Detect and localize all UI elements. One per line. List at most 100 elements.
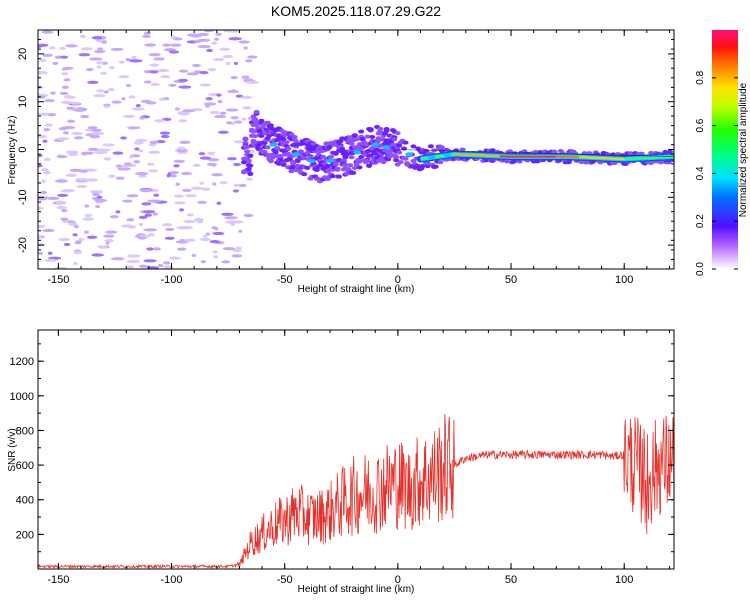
ridge-spread [324, 164, 331, 169]
x-tick-label: -100 [161, 274, 183, 286]
ridge-blob [292, 152, 301, 157]
noise-blob [97, 47, 104, 51]
noise-blob [146, 247, 154, 251]
ridge-spread [393, 154, 400, 159]
noise-blob [115, 164, 122, 168]
ridge-spread [351, 133, 358, 138]
noise-blob [177, 247, 187, 251]
noise-blob [143, 259, 157, 263]
noise-blob [224, 216, 238, 220]
noise-blob [118, 75, 130, 79]
noise-blob [65, 44, 78, 48]
noise-blob [96, 65, 102, 69]
noise-blob [222, 247, 236, 251]
noise-blob [104, 239, 114, 243]
noise-blob [82, 217, 95, 221]
noise-blob [84, 230, 89, 234]
noise-blob [73, 136, 84, 140]
noise-blob [63, 242, 71, 247]
ridge-spread [277, 154, 284, 159]
ridge-spread [259, 125, 266, 130]
ridge-spread [396, 143, 403, 148]
ridge-spread [424, 164, 431, 169]
ridge-core-segment [578, 156, 625, 161]
y-tick-label: 800 [16, 425, 34, 437]
ridge-spread [285, 146, 292, 151]
noise-blob [217, 130, 229, 134]
x-tick-label: 50 [505, 274, 517, 286]
noise-blob [97, 245, 108, 249]
noise-blob [148, 150, 161, 154]
ridge-spread [366, 163, 373, 168]
noise-blob [126, 254, 141, 258]
ridge-spread [293, 142, 300, 147]
noise-blob [216, 201, 222, 205]
noise-blob [179, 208, 185, 212]
ridge-spread [393, 158, 400, 163]
noise-blob [209, 110, 220, 115]
ridge-spread [329, 174, 336, 179]
noise-blob [90, 131, 105, 136]
noise-blob [61, 208, 68, 213]
noise-blob [232, 189, 239, 193]
noise-blob [138, 264, 149, 268]
noise-blob [44, 123, 54, 127]
noise-blob [174, 107, 181, 111]
ridge-spread [285, 151, 292, 156]
noise-blob [38, 71, 48, 75]
noise-blob [243, 213, 254, 218]
noise-blob [78, 237, 85, 242]
noise-blob [97, 148, 112, 152]
noise-blob [38, 197, 47, 201]
ridge-spread [245, 159, 252, 164]
noise-blob [199, 156, 212, 160]
noise-blob [144, 43, 157, 47]
noise-blob [198, 152, 206, 156]
noise-blob [131, 107, 145, 111]
ridge-spread [244, 145, 251, 150]
noise-blob [54, 179, 69, 183]
ridge-spread [256, 128, 263, 133]
noise-blob [126, 194, 139, 198]
x-tick-label: 100 [615, 574, 633, 586]
ridge-blob [307, 158, 316, 163]
ridge-spread [351, 165, 358, 170]
noise-blob [87, 80, 99, 84]
ridge-spread [375, 158, 382, 163]
noise-blob [241, 117, 247, 121]
x-tick-label: -150 [47, 274, 69, 286]
noise-blob [143, 31, 152, 35]
noise-blob [73, 225, 79, 229]
noise-blob [231, 254, 243, 258]
colorbar: 0.0 0.2 0.4 0.6 0.8 Normalized spectral ampl… [695, 30, 749, 276]
noise-blob [126, 126, 139, 130]
ridge-spread [247, 153, 254, 158]
noise-blob [93, 49, 106, 54]
noise-blob [214, 114, 227, 119]
ridge-spread [377, 126, 384, 131]
x-tick-label: 0 [395, 574, 401, 586]
noise-blob [212, 231, 225, 236]
plot-frame [37, 329, 675, 570]
ridge-blob [353, 150, 362, 155]
ridge-spread [347, 163, 354, 168]
noise-blob [213, 57, 225, 62]
noise-blob [129, 155, 134, 159]
noise-blob [60, 55, 69, 59]
colorbar-ticks: 0.0 0.2 0.4 0.6 0.8 [695, 70, 738, 276]
ridge-spread [396, 150, 403, 155]
ridge-spread [267, 159, 274, 164]
noise-blob [226, 61, 231, 66]
noise-blob [242, 106, 252, 110]
noise-blob [215, 32, 222, 36]
ridge-spread [348, 141, 355, 146]
snr-x-label: Height of straight line (km) [298, 584, 415, 595]
ridge-spread [350, 170, 357, 175]
ridge-spread [383, 128, 390, 133]
noise-blob [140, 99, 152, 103]
noise-blob [217, 100, 223, 104]
ridge-spread [340, 158, 347, 163]
noise-blob [78, 169, 89, 173]
x-tick-label: -50 [277, 574, 293, 586]
noise-blob [92, 192, 100, 196]
